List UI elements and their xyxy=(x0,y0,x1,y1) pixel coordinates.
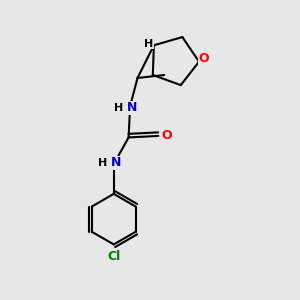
Text: N: N xyxy=(111,156,121,169)
Text: H: H xyxy=(144,39,153,49)
Text: O: O xyxy=(198,52,209,65)
Text: H: H xyxy=(98,158,107,168)
Text: H: H xyxy=(114,103,123,113)
Text: O: O xyxy=(161,129,172,142)
Text: N: N xyxy=(127,101,138,114)
Text: Cl: Cl xyxy=(107,250,120,263)
